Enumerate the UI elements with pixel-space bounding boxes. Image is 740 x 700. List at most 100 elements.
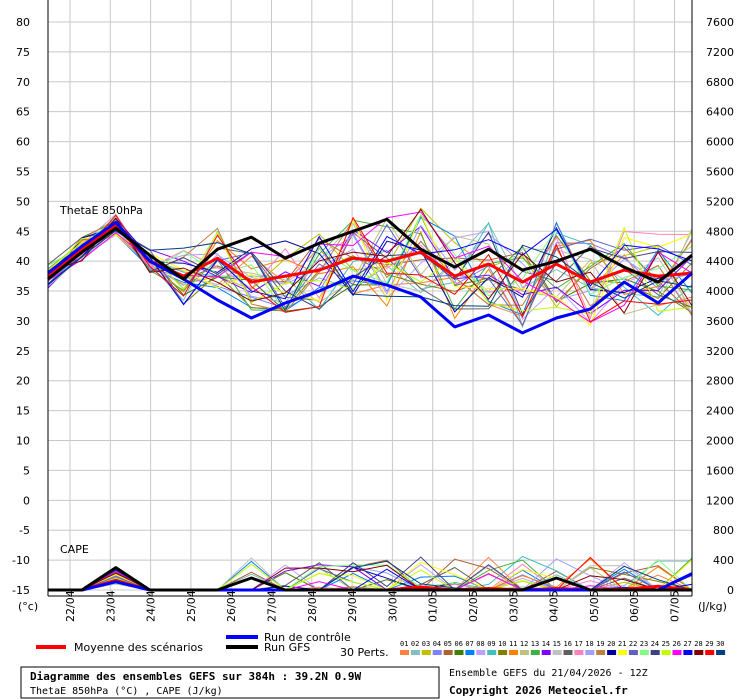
right-tick-label: 3600 (706, 315, 734, 328)
pert-number: 25 (662, 640, 670, 648)
left-tick-label: 70 (16, 76, 30, 89)
right-tick-label: 4400 (706, 255, 734, 268)
left-tick-label: -10 (12, 554, 30, 567)
right-tick-label: 1600 (706, 464, 734, 477)
pert-swatch (618, 650, 627, 655)
pert-swatch (628, 650, 638, 655)
right-tick-label: 4000 (706, 285, 734, 298)
pert-swatch (607, 650, 617, 655)
axes (47, 0, 693, 597)
pert-swatch (574, 650, 584, 655)
perturbation-line (47, 219, 693, 312)
right-tick-label: 4800 (706, 225, 734, 238)
left-tick-label: 15 (16, 405, 30, 418)
pert-swatch (672, 650, 682, 655)
pert-swatch (541, 650, 551, 655)
right-tick-label: 5600 (706, 165, 734, 178)
pert-swatch (563, 650, 573, 655)
right-tick-label: 800 (713, 524, 734, 537)
left-tick-label: 35 (16, 285, 30, 298)
pert-number: 12 (520, 640, 528, 648)
cape-panel-label: CAPE (60, 543, 89, 556)
left-tick-label: 65 (16, 106, 30, 119)
legend-control-label: Run de contrôle (264, 631, 351, 644)
perturbations-count-label: 30 Perts. (340, 646, 389, 659)
x-axis-ticks: 22/04 23/04 24/04 25/04 26/04 27/04 28/04 29/04… (64, 590, 682, 622)
pert-number: 07 (465, 640, 473, 648)
left-tick-label: 0 (23, 494, 30, 507)
pert-number: 14 (542, 640, 550, 648)
pert-swatch (519, 650, 529, 655)
right-tick-label: 1200 (706, 494, 734, 507)
pert-number: 26 (673, 640, 681, 648)
cape-run-gfs-line (48, 566, 692, 592)
pert-number: 16 (564, 640, 572, 648)
pert-swatch (454, 650, 464, 655)
left-tick-label: -15 (12, 584, 30, 597)
left-tick-label: 75 (16, 46, 30, 59)
footer-subtitle: ThetaE 850hPa (°C) , CAPE (J/kg) (30, 686, 223, 697)
pert-number: 10 (498, 640, 506, 648)
right-tick-label: 3200 (706, 345, 734, 358)
pert-number: 23 (640, 640, 648, 648)
footer-box (20, 666, 440, 699)
legend-gfs-label: Run GFS (264, 641, 310, 654)
pert-swatch (410, 650, 420, 655)
pert-number: 19 (596, 640, 604, 648)
legend: Moyenne des scénarios Run de contrôle Ru… (36, 631, 726, 659)
left-tick-label: 80 (16, 16, 30, 29)
pert-number: 06 (455, 640, 463, 648)
x-tick-label: 26/04 (225, 590, 238, 622)
left-tick-label: 50 (16, 195, 30, 208)
right-tick-label: 5200 (706, 195, 734, 208)
pert-number: 09 (487, 640, 495, 648)
left-tick-label: 55 (16, 165, 30, 178)
footer: Diagramme des ensembles GEFS sur 384h : … (20, 666, 648, 699)
pert-swatch (421, 650, 431, 655)
footer-copyright: Copyright 2026 Meteociel.fr (449, 684, 628, 697)
pert-swatch (530, 650, 540, 655)
pert-number: 17 (574, 640, 582, 648)
x-tick-label: 22/04 (64, 590, 77, 622)
pert-number: 08 (476, 640, 484, 648)
left-tick-label: 45 (16, 225, 30, 238)
left-tick-label: 20 (16, 375, 30, 388)
pert-swatch (683, 650, 693, 655)
x-tick-label: 30/04 (386, 590, 399, 622)
pert-swatch (498, 650, 508, 655)
x-tick-label: 27/04 (266, 590, 279, 622)
pert-swatch (487, 650, 497, 655)
right-axis-ticks: 7600720068006400600056005200480044004000… (706, 16, 734, 597)
pert-swatch (639, 650, 649, 655)
pert-number: 18 (585, 640, 593, 648)
pert-number: 29 (705, 640, 713, 648)
pert-swatch (552, 650, 562, 655)
right-tick-label: 7600 (706, 16, 734, 29)
x-tick-label: 23/04 (104, 590, 117, 622)
x-tick-label: 04/05 (548, 590, 561, 622)
pert-swatch (400, 650, 409, 655)
x-tick-label: 05/05 (588, 590, 601, 622)
pert-swatch (694, 650, 704, 655)
pert-number: 15 (553, 640, 561, 648)
x-tick-label: 01/05 (427, 590, 440, 622)
pert-number: 11 (509, 640, 517, 648)
left-tick-label: 60 (16, 136, 30, 149)
pert-number: 05 (444, 640, 452, 648)
x-tick-label: 03/05 (507, 590, 520, 622)
x-tick-label: 02/05 (467, 590, 480, 622)
x-tick-label: 06/05 (628, 590, 641, 622)
pert-swatch (476, 650, 486, 655)
pert-number: 28 (694, 640, 702, 648)
thetae-run-gfs-line (47, 217, 693, 284)
pert-number: 24 (651, 640, 659, 648)
footer-run-info: Ensemble GEFS du 21/04/2026 - 12Z (449, 668, 648, 679)
pert-number: 22 (629, 640, 637, 648)
pert-number: 01 (400, 640, 408, 648)
thetae-run-de-contr-le-line (47, 220, 693, 335)
pert-swatch (432, 650, 442, 655)
x-tick-label: 07/05 (669, 590, 682, 622)
pert-number: 27 (683, 640, 691, 648)
